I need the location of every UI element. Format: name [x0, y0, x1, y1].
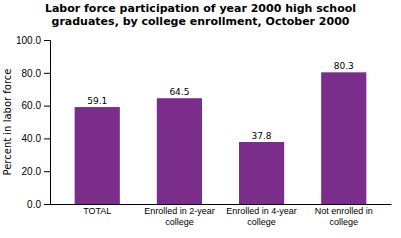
- data-labels: 59.1 64.5 37.8 80.3: [87, 61, 354, 141]
- tick: TOTAL: [83, 206, 111, 216]
- data-label: 59.1: [87, 96, 107, 106]
- tick-mark: [44, 171, 50, 172]
- tick: 40.0: [22, 133, 50, 144]
- text-line: Not enrolled in: [315, 206, 373, 216]
- tick-label: 60.0: [22, 100, 42, 111]
- axis-line: [51, 204, 392, 205]
- tick: 100.0: [16, 35, 50, 46]
- y-axis-label: Percent in labor force: [2, 69, 13, 176]
- data-label: 80.3: [334, 61, 354, 71]
- tick-label: 0.0: [27, 199, 41, 210]
- tick-label: 20.0: [22, 166, 42, 177]
- tick-label: Enrolled in 4-yearcollege: [226, 206, 297, 226]
- text-line: TOTAL: [83, 206, 111, 216]
- text-line: Labor force participation of year 2000 h…: [45, 2, 356, 15]
- tick-mark: [44, 106, 50, 107]
- bars: [75, 72, 367, 204]
- text-line: college: [329, 217, 358, 227]
- tick-label: TOTAL: [83, 206, 111, 216]
- tick-mark: [44, 138, 50, 139]
- y-axis: 0.0 20.0 40.0 60.0 80.0 100.0: [16, 35, 51, 210]
- tick-mark: [44, 204, 50, 205]
- plot: 0.0 20.0 40.0 60.0 80.0 100.0 TOTAL Enrolled in…: [2, 35, 392, 227]
- tick: Not enrolled incollege: [315, 206, 373, 226]
- tick: 0.0: [27, 199, 50, 210]
- text-line: college: [165, 217, 194, 227]
- tick-mark: [44, 73, 50, 74]
- bar: [239, 142, 284, 204]
- tick-label: Enrolled in 2-yearcollege: [144, 206, 215, 226]
- tick: 60.0: [22, 100, 50, 111]
- title: Labor force participation of year 2000 h…: [45, 2, 356, 28]
- bar: [157, 98, 202, 204]
- chart-container: Labor force participation of year 2000 h…: [0, 0, 401, 238]
- tick: Enrolled in 2-yearcollege: [144, 206, 215, 226]
- data-label: 64.5: [169, 87, 189, 97]
- tick-label: 80.0: [22, 68, 42, 79]
- tick-mark: [44, 40, 50, 41]
- data-label: 37.8: [252, 131, 272, 141]
- x-axis: TOTALEnrolled in 2-yearcollegeEnrolled i…: [51, 205, 392, 227]
- tick-label: 100.0: [16, 35, 41, 46]
- tick: 80.0: [22, 68, 50, 79]
- text-line: graduates, by college enrollment, Octobe…: [52, 15, 350, 28]
- tick-label: 40.0: [22, 133, 42, 144]
- bar: [75, 107, 120, 204]
- chart-svg: Labor force participation of year 2000 h…: [0, 0, 401, 238]
- axis-line: [44, 41, 51, 205]
- tick: 20.0: [22, 166, 50, 177]
- tick: Enrolled in 4-yearcollege: [226, 206, 297, 226]
- tick-label: Not enrolled incollege: [315, 206, 373, 226]
- text-line: Enrolled in 4-year: [226, 206, 297, 216]
- bar: [321, 72, 366, 204]
- text-line: Enrolled in 2-year: [144, 206, 215, 216]
- text-line: college: [247, 217, 276, 227]
